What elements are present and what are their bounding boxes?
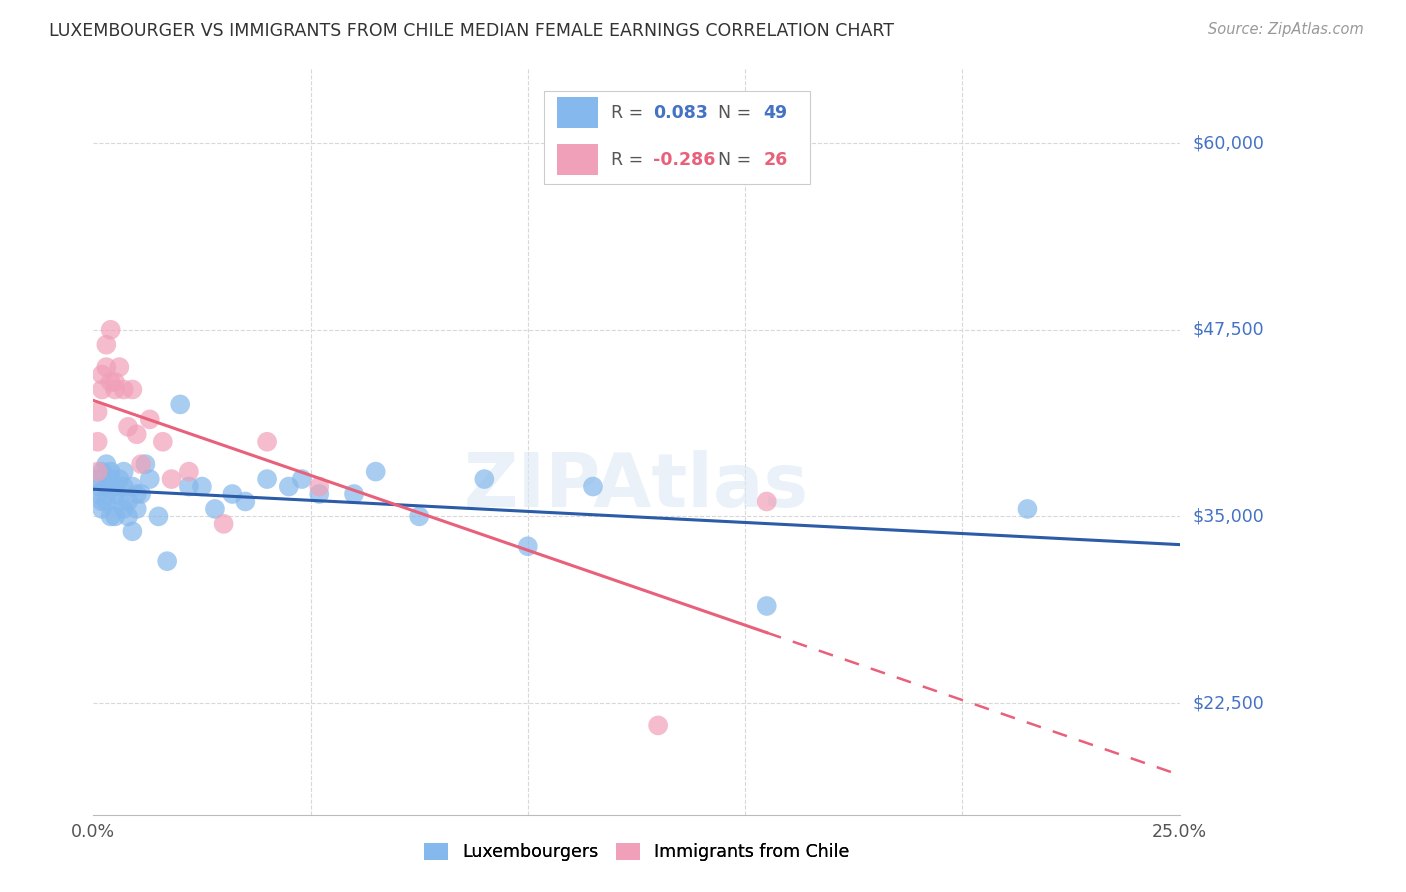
FancyBboxPatch shape xyxy=(544,91,810,185)
Point xyxy=(108,360,131,375)
Point xyxy=(755,599,778,613)
Point xyxy=(204,502,226,516)
Point xyxy=(291,472,314,486)
Point xyxy=(212,516,235,531)
Text: LUXEMBOURGER VS IMMIGRANTS FROM CHILE MEDIAN FEMALE EARNINGS CORRELATION CHART: LUXEMBOURGER VS IMMIGRANTS FROM CHILE ME… xyxy=(49,22,894,40)
Point xyxy=(104,487,127,501)
Point xyxy=(96,360,118,375)
Point xyxy=(91,494,114,508)
FancyBboxPatch shape xyxy=(557,144,599,175)
Point xyxy=(139,472,162,486)
Point xyxy=(177,479,200,493)
Point xyxy=(221,487,243,501)
Point xyxy=(112,465,135,479)
Text: $47,500: $47,500 xyxy=(1192,321,1264,339)
Point xyxy=(177,465,200,479)
Text: R =: R = xyxy=(612,103,650,121)
Point xyxy=(100,509,122,524)
Point xyxy=(104,509,127,524)
Text: -0.286: -0.286 xyxy=(652,151,716,169)
Point xyxy=(100,375,122,389)
Text: N =: N = xyxy=(718,151,756,169)
Point xyxy=(91,502,114,516)
Point xyxy=(117,494,139,508)
Text: R =: R = xyxy=(612,151,650,169)
Point xyxy=(125,427,148,442)
Text: $22,500: $22,500 xyxy=(1192,694,1264,712)
Point xyxy=(582,479,605,493)
Point xyxy=(96,457,118,471)
Point xyxy=(100,465,122,479)
Point xyxy=(364,465,387,479)
Point xyxy=(343,487,366,501)
Point xyxy=(129,487,152,501)
Point xyxy=(139,412,162,426)
Point xyxy=(308,479,330,493)
Point xyxy=(100,323,122,337)
Point xyxy=(121,524,143,539)
Point xyxy=(408,509,430,524)
Point xyxy=(472,472,495,486)
Text: $35,000: $35,000 xyxy=(1192,508,1264,525)
Point xyxy=(148,509,170,524)
Point xyxy=(104,479,127,493)
Text: 49: 49 xyxy=(763,103,787,121)
Point xyxy=(108,494,131,508)
Text: $60,000: $60,000 xyxy=(1192,134,1264,153)
Point xyxy=(108,472,131,486)
Point xyxy=(134,457,156,471)
Point xyxy=(86,405,108,419)
Point xyxy=(277,479,299,493)
Point xyxy=(86,434,108,449)
Text: ZIPAtlas: ZIPAtlas xyxy=(464,450,808,523)
Point xyxy=(104,375,127,389)
Point xyxy=(125,502,148,516)
Point xyxy=(191,479,214,493)
Text: 0.083: 0.083 xyxy=(652,103,707,121)
Point xyxy=(117,420,139,434)
Point xyxy=(152,434,174,449)
Point xyxy=(125,487,148,501)
Text: Source: ZipAtlas.com: Source: ZipAtlas.com xyxy=(1208,22,1364,37)
Point xyxy=(256,472,278,486)
Point xyxy=(516,539,538,553)
Point xyxy=(129,457,152,471)
Point xyxy=(91,465,114,479)
Point xyxy=(86,465,108,479)
Point xyxy=(86,487,108,501)
Point xyxy=(755,494,778,508)
Point xyxy=(104,383,127,397)
Point xyxy=(647,718,669,732)
Point xyxy=(235,494,257,508)
Point xyxy=(112,479,135,493)
Point xyxy=(96,337,118,351)
Point xyxy=(86,479,108,493)
Point xyxy=(91,368,114,382)
Point xyxy=(169,397,191,411)
Point xyxy=(112,502,135,516)
Point xyxy=(86,472,108,486)
Point xyxy=(96,479,118,493)
Point xyxy=(96,494,118,508)
Point xyxy=(91,383,114,397)
Point xyxy=(256,434,278,449)
Point xyxy=(160,472,183,486)
FancyBboxPatch shape xyxy=(557,97,599,128)
Text: 26: 26 xyxy=(763,151,787,169)
Point xyxy=(112,383,135,397)
Point xyxy=(100,472,122,486)
Point xyxy=(308,487,330,501)
Text: N =: N = xyxy=(718,103,756,121)
Point xyxy=(117,509,139,524)
Point xyxy=(156,554,179,568)
Point xyxy=(1017,502,1039,516)
Point xyxy=(121,383,143,397)
Point xyxy=(121,479,143,493)
Legend: Luxembourgers, Immigrants from Chile: Luxembourgers, Immigrants from Chile xyxy=(415,834,858,870)
